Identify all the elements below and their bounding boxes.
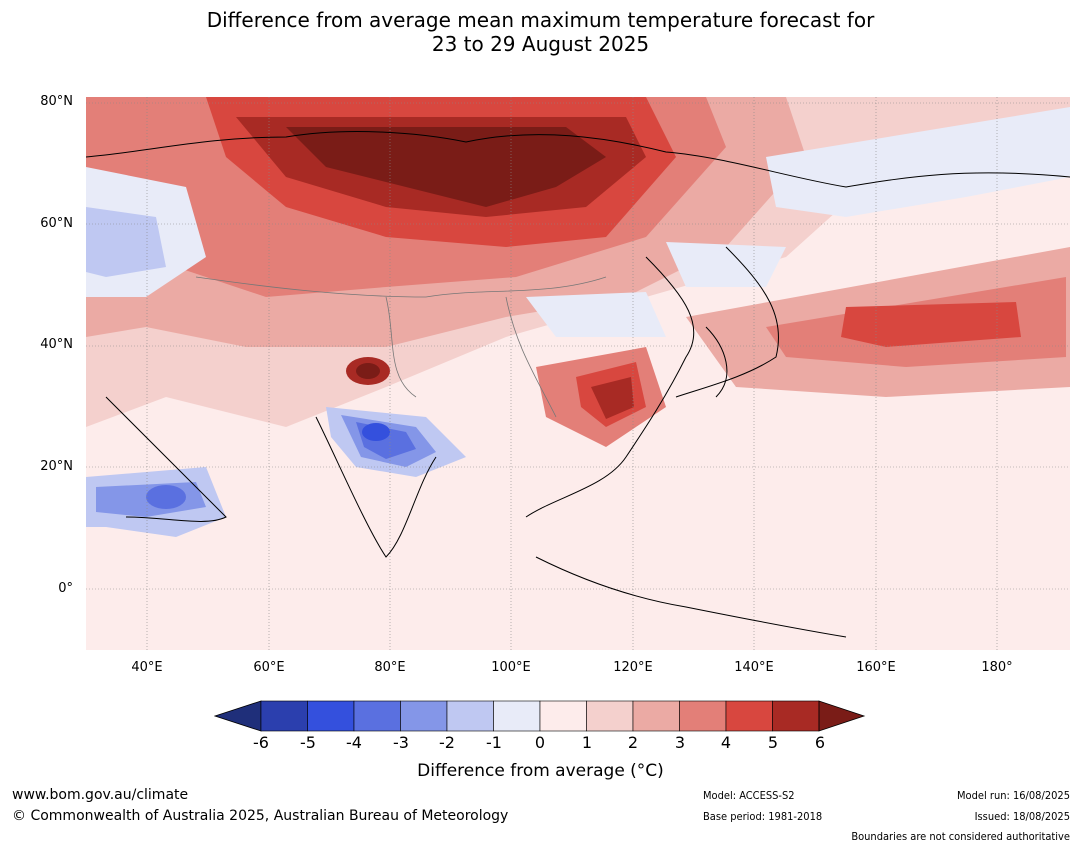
cb-tick: -3 [393, 733, 409, 752]
chart-title: Difference from average mean maximum tem… [0, 8, 1081, 56]
lat-label-80n: 80°N [40, 94, 73, 109]
cb-tick: -4 [346, 733, 362, 752]
footer-base-period: Base period: 1981-2018 [703, 810, 823, 823]
forecast-map [86, 97, 1070, 650]
footer-issued: Issued: 18/08/2025 [974, 810, 1070, 823]
colorbar-segment [586, 700, 634, 732]
cb-tick: -2 [439, 733, 455, 752]
colorbar-segment [353, 700, 401, 732]
lon-label-140e: 140°E [734, 660, 774, 675]
cb-tick: 4 [720, 733, 732, 752]
cb-tick: 1 [581, 733, 593, 752]
grid-lines [86, 97, 1070, 650]
colorbar-segment [493, 700, 541, 732]
title-line-2: 23 to 29 August 2025 [431, 32, 650, 56]
colorbar-label: Difference from average (°C) [417, 761, 664, 781]
lat-label-60n: 60°N [40, 216, 73, 231]
cb-tick: -6 [253, 733, 269, 752]
colorbar-segment [772, 700, 820, 732]
anomaly-field [86, 97, 1070, 650]
lon-label-60e: 60°E [253, 660, 285, 675]
colorbar-segment [725, 700, 773, 732]
lon-label-120e: 120°E [613, 660, 653, 675]
lat-label-20n: 20°N [40, 459, 73, 474]
colorbar-segment [446, 700, 494, 732]
footer-model-run: Model run: 16/08/2025 [957, 789, 1070, 802]
cb-tick: 2 [627, 733, 639, 752]
lon-label-180: 180° [981, 660, 1013, 675]
colorbar-extend-high [818, 700, 866, 732]
footer-url[interactable]: www.bom.gov.au/climate [12, 787, 188, 803]
footer-url-text[interactable]: www.bom.gov.au/climate [12, 787, 189, 803]
lon-label-80e: 80°E [374, 660, 406, 675]
cb-tick: -1 [486, 733, 502, 752]
footer-copyright: © Commonwealth of Australia 2025, Austra… [12, 808, 509, 824]
colorbar-segment [632, 700, 680, 732]
lon-label-40e: 40°E [131, 660, 163, 675]
lon-label-100e: 100°E [491, 660, 531, 675]
colorbar [214, 700, 866, 732]
colorbar-segment [679, 700, 727, 732]
lat-label-0: 0° [58, 581, 73, 596]
lat-label-40n: 40°N [40, 337, 73, 352]
coastlines [86, 131, 1070, 638]
borders [195, 276, 607, 418]
footer-model: Model: ACCESS-S2 [703, 789, 795, 802]
colorbar-segment [400, 700, 448, 732]
colorbar-segment [260, 700, 308, 732]
cb-tick: 5 [767, 733, 779, 752]
cb-tick: -5 [300, 733, 316, 752]
cb-tick: 0 [534, 733, 546, 752]
cb-tick: 6 [814, 733, 826, 752]
footer-disclaimer: Boundaries are not considered authoritat… [851, 830, 1070, 843]
cb-tick: 3 [674, 733, 686, 752]
colorbar-extend-low [214, 700, 262, 732]
colorbar-segment [307, 700, 355, 732]
title-line-1: Difference from average mean maximum tem… [206, 8, 875, 32]
lon-label-160e: 160°E [856, 660, 896, 675]
colorbar-segment [539, 700, 587, 732]
